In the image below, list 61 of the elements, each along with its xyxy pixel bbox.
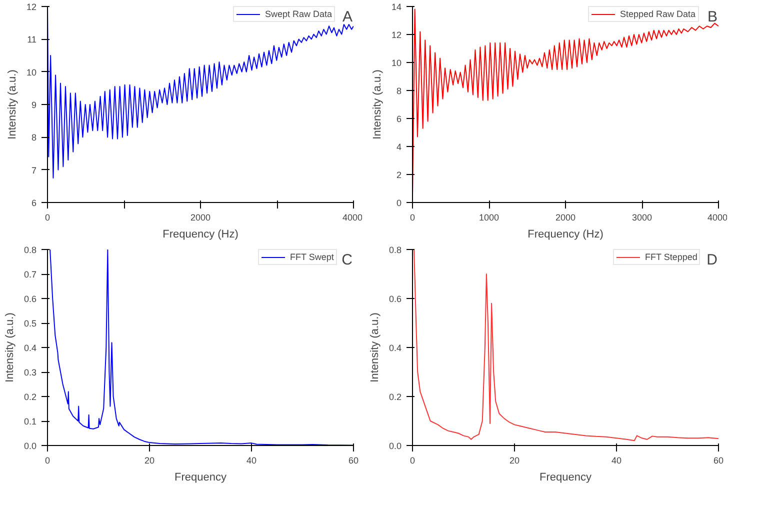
x-tick-label: 2000 [190,212,211,222]
legend-label: FFT Swept [290,252,334,262]
x-tick-label: 4000 [342,212,363,222]
y-tick-label: 0.8 [24,245,37,255]
y-tick-label: 12 [26,2,37,12]
annotation: A [342,8,353,26]
x-tick-label: 0 [410,456,416,466]
x-tick-label: 60 [348,456,359,466]
x-tick-label: 0 [410,212,416,222]
y-tick-label: 0.5 [24,318,37,328]
y-tick-label: 0.2 [388,392,402,402]
x-tick-label: 3000 [632,212,652,222]
legend-label: Stepped Raw Data [620,9,696,19]
y-axis-title: Intensity (a.u.) [371,70,384,140]
x-axis-title: Frequency [174,472,227,484]
y-tick-label: 0.6 [24,294,37,304]
y-tick-label: 0.2 [24,392,37,402]
x-tick-label: 2000 [555,212,576,222]
y-tick-label: 2 [396,170,402,180]
y-tick-label: 12 [391,30,402,40]
y-tick-label: 0.4 [24,343,37,353]
y-tick-label: 0.0 [24,441,37,451]
x-tick-label: 40 [246,456,257,466]
x-axis-title: Frequency (Hz) [162,228,238,240]
y-tick-label: 0.0 [388,441,402,451]
annotation: B [707,8,718,26]
y-tick-label: 4 [396,142,402,152]
y-tick-label: 6 [396,114,402,124]
y-tick-label: 11 [27,34,36,45]
x-tick-label: 4000 [707,212,728,222]
legend-label: FFT Stepped [645,252,698,262]
y-tick-label: 10 [26,67,37,78]
y-tick-label: 0.3 [24,368,37,378]
y-axis-title: Intensity (a.u.) [6,70,18,140]
x-axis-title: Frequency (Hz) [528,228,604,240]
y-tick-label: 14 [391,2,402,12]
y-tick-label: 6 [31,198,37,208]
x-tick-label: 40 [611,456,622,466]
y-axis-title: Intensity (a.u.) [4,312,16,382]
y-tick-label: 0.6 [388,294,402,304]
x-tick-label: 20 [144,456,155,466]
x-tick-label: 0 [44,212,50,222]
y-tick-label: 0.4 [388,343,402,353]
x-tick-label: 20 [509,456,520,466]
y-tick-label: 7 [31,165,37,176]
y-tick-label: 8 [396,86,402,96]
x-axis-title: Frequency [540,472,592,484]
legend-label: Swept Raw Data [265,9,332,19]
y-tick-label: 0.7 [24,270,37,280]
y-tick-label: 0 [396,198,402,208]
annotation: D [706,252,718,268]
y-tick-label: 10 [391,58,402,68]
x-tick-label: 1000 [478,212,500,222]
y-tick-label: 9 [31,100,37,110]
y-tick-label: 0.1 [24,416,37,426]
y-tick-label: 0.8 [388,245,402,255]
y-axis-title: Intensity (a.u.) [368,312,381,382]
y-tick-label: 8 [31,132,37,143]
annotation: C [342,252,353,268]
x-tick-label: 60 [713,456,724,466]
x-tick-label: 0 [44,456,50,466]
